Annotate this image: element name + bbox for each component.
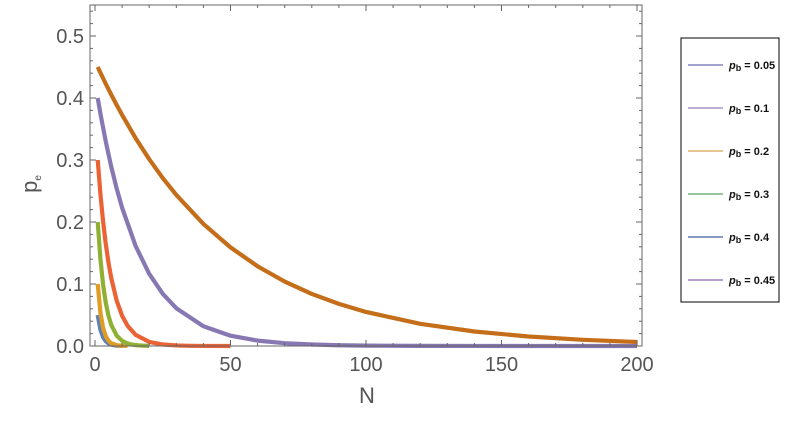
legend-label-value: = 0.1 (741, 103, 769, 115)
x-axis-label: N (359, 383, 375, 408)
legend-label-sub: b (736, 149, 742, 159)
plot-area (90, 5, 642, 346)
legend-item-5: pb = 0.4 (688, 232, 770, 245)
legend-label-value: = 0.3 (741, 189, 769, 201)
legend-label-main: p (728, 232, 736, 244)
legend-label-main: p (728, 103, 736, 115)
legend-label-value: = 0.05 (741, 60, 775, 72)
legend-box (680, 37, 780, 303)
legend-label-main: p (728, 146, 736, 158)
legend-label-main: p (728, 275, 736, 287)
y-axis-label: pe (17, 175, 44, 193)
legend-label-sub: b (736, 192, 742, 202)
y-tick-label: 0.4 (56, 88, 84, 110)
legend-label: pb = 0.3 (728, 189, 769, 202)
x-tick-label: 100 (349, 354, 382, 376)
legend-item-4: pb = 0.3 (688, 189, 769, 202)
legend-label-value: = 0.4 (741, 232, 770, 244)
legend-label-sub: b (736, 106, 742, 116)
legend-label-sub: b (736, 63, 742, 73)
y-tick-label: 0.3 (56, 150, 84, 172)
legend-item-3: pb = 0.2 (688, 146, 769, 159)
legend-label-value: = 0.45 (741, 275, 775, 287)
y-tick-label: 0.5 (56, 26, 84, 48)
legend-item-1: pb = 0.05 (688, 60, 775, 73)
svg-text:pe: pe (17, 175, 44, 193)
legend-label: pb = 0.4 (728, 232, 770, 245)
y-axis-label-main: p (17, 181, 42, 193)
legend-label-main: p (728, 60, 736, 72)
legend-label: pb = 0.05 (728, 60, 775, 73)
x-tick-label: 150 (485, 354, 518, 376)
plot-background (90, 5, 642, 346)
legend-label-sub: b (736, 235, 742, 245)
x-tick-label: 200 (620, 354, 653, 376)
legend-label-main: p (728, 189, 736, 201)
y-tick-label: 0.2 (56, 212, 84, 234)
y-axis-label-sub: e (33, 175, 44, 181)
legend-item-2: pb = 0.1 (688, 103, 769, 116)
legend-label: pb = 0.2 (728, 146, 769, 159)
legend-label-sub: b (736, 278, 742, 288)
y-tick-label: 0.1 (56, 274, 84, 296)
legend-label-value: = 0.2 (741, 146, 769, 158)
y-tick-label: 0.0 (56, 336, 84, 358)
series-line-3 (95, 221, 150, 348)
series-line-6 (95, 66, 638, 345)
x-tick-label: 0 (89, 354, 100, 376)
legend-label: pb = 0.45 (728, 275, 775, 288)
axes: 0 50 100 150 200 0.0 0.1 0.2 0.3 0.4 0.5 (56, 4, 654, 376)
legend-item-6: pb = 0.45 (688, 275, 775, 288)
x-tick-label: 50 (219, 354, 241, 376)
legend-label: pb = 0.1 (728, 103, 769, 116)
